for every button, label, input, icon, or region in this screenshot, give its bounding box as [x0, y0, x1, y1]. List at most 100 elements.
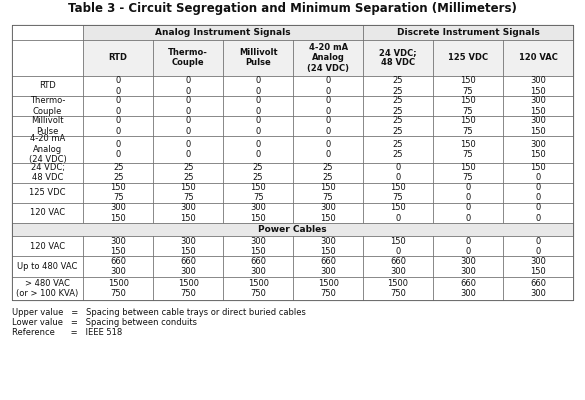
- Text: 150
75: 150 75: [180, 183, 196, 202]
- Text: 300
150: 300 150: [320, 203, 336, 222]
- Text: 150
75: 150 75: [390, 183, 406, 202]
- Text: 1500
750: 1500 750: [247, 278, 269, 298]
- Bar: [293, 76, 363, 96]
- Text: 150
75: 150 75: [460, 116, 476, 136]
- Bar: [433, 76, 503, 96]
- Text: 150
75: 150 75: [460, 96, 476, 116]
- Bar: [153, 163, 223, 183]
- Bar: [433, 136, 503, 163]
- Text: 24 VDC;
48 VDC: 24 VDC; 48 VDC: [30, 163, 64, 182]
- Bar: [363, 256, 433, 276]
- Text: 0
0: 0 0: [466, 203, 471, 222]
- Text: 1500
750: 1500 750: [178, 278, 199, 298]
- Bar: [433, 116, 503, 136]
- Bar: [433, 256, 503, 276]
- Text: 25
25: 25 25: [113, 163, 123, 182]
- Text: 150
0: 150 0: [390, 237, 406, 256]
- Text: Up to 480 VAC: Up to 480 VAC: [18, 262, 78, 271]
- Text: 25
25: 25 25: [323, 163, 333, 182]
- Bar: [293, 40, 363, 76]
- Text: 120 VAC: 120 VAC: [30, 242, 65, 251]
- Text: 0
0: 0 0: [116, 140, 121, 159]
- Bar: [363, 136, 433, 163]
- Text: 25
25: 25 25: [393, 116, 403, 136]
- Bar: [83, 236, 153, 256]
- Text: 300
150: 300 150: [530, 257, 546, 276]
- Bar: [363, 236, 433, 256]
- Bar: [363, 116, 433, 136]
- Bar: [293, 163, 363, 183]
- Bar: [153, 203, 223, 223]
- Text: > 480 VAC
(or > 100 KVA): > 480 VAC (or > 100 KVA): [16, 278, 79, 298]
- Text: 300
150: 300 150: [180, 237, 196, 256]
- Bar: [363, 183, 433, 203]
- Text: 0
0: 0 0: [466, 237, 471, 256]
- Bar: [433, 203, 503, 223]
- Text: Millivolt
Pulse: Millivolt Pulse: [239, 48, 277, 67]
- Bar: [363, 163, 433, 183]
- Text: 0
0: 0 0: [116, 96, 121, 116]
- Text: 150
75: 150 75: [460, 76, 476, 96]
- Text: 0
0: 0 0: [535, 203, 541, 222]
- Bar: [503, 183, 573, 203]
- Bar: [363, 276, 433, 300]
- Bar: [363, 203, 433, 223]
- Text: Thermo-
Couple: Thermo- Couple: [168, 48, 208, 67]
- Bar: [83, 136, 153, 163]
- Text: Analog Instrument Signals: Analog Instrument Signals: [156, 28, 291, 37]
- Text: 0
0: 0 0: [185, 140, 191, 159]
- Text: 300
150: 300 150: [320, 237, 336, 256]
- Text: 1500
750: 1500 750: [108, 278, 129, 298]
- Bar: [433, 163, 503, 183]
- Bar: [12, 203, 83, 223]
- Bar: [433, 96, 503, 116]
- Bar: [293, 276, 363, 300]
- Bar: [223, 163, 293, 183]
- Bar: [223, 236, 293, 256]
- Bar: [363, 96, 433, 116]
- Text: 0
0: 0 0: [466, 183, 471, 202]
- Text: 150
0: 150 0: [530, 163, 546, 182]
- Bar: [503, 276, 573, 300]
- Bar: [83, 76, 153, 96]
- Text: 0
0: 0 0: [256, 116, 261, 136]
- Bar: [153, 236, 223, 256]
- Bar: [83, 116, 153, 136]
- Text: 0
0: 0 0: [256, 140, 261, 159]
- Text: 300
150: 300 150: [110, 237, 126, 256]
- Bar: [12, 256, 83, 276]
- Text: 0
0: 0 0: [325, 116, 331, 136]
- Bar: [223, 136, 293, 163]
- Text: 300
300: 300 300: [460, 257, 476, 276]
- Bar: [153, 276, 223, 300]
- Bar: [223, 40, 293, 76]
- Bar: [12, 276, 83, 300]
- Text: Discrete Instrument Signals: Discrete Instrument Signals: [397, 28, 539, 37]
- Bar: [223, 256, 293, 276]
- Bar: [433, 183, 503, 203]
- Bar: [83, 276, 153, 300]
- Bar: [12, 40, 83, 76]
- Bar: [503, 136, 573, 163]
- Text: 150
75: 150 75: [460, 140, 476, 159]
- Text: 150
0: 150 0: [390, 203, 406, 222]
- Bar: [12, 136, 83, 163]
- Text: 25
25: 25 25: [393, 96, 403, 116]
- Text: 25
25: 25 25: [393, 76, 403, 96]
- Bar: [83, 203, 153, 223]
- Bar: [12, 163, 83, 183]
- Text: 0
0: 0 0: [535, 237, 541, 256]
- Bar: [503, 96, 573, 116]
- Text: 120 VAC: 120 VAC: [518, 53, 558, 62]
- Bar: [153, 256, 223, 276]
- Bar: [293, 96, 363, 116]
- Text: 150
75: 150 75: [460, 163, 476, 182]
- Bar: [12, 76, 83, 96]
- Text: 4-20 mA
Analog
(24 VDC): 4-20 mA Analog (24 VDC): [307, 43, 349, 72]
- Bar: [223, 183, 293, 203]
- Text: RTD: RTD: [109, 53, 128, 62]
- Text: Power Cables: Power Cables: [258, 225, 327, 234]
- Text: 660
300: 660 300: [390, 257, 406, 276]
- Bar: [223, 116, 293, 136]
- Bar: [223, 96, 293, 116]
